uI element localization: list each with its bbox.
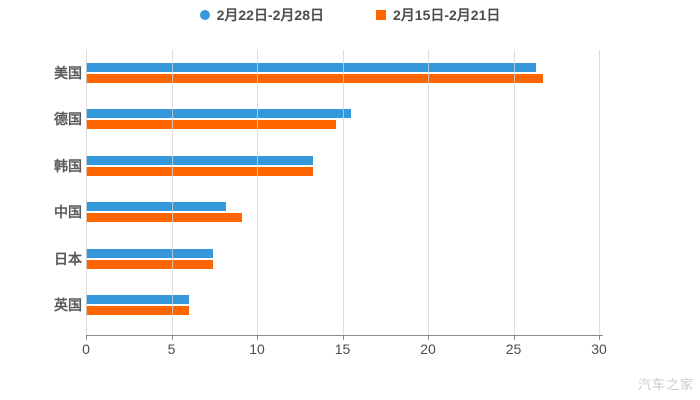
chart-legend: 2月22日-2月28日 2月15日-2月21日 bbox=[0, 5, 700, 25]
gridline-25 bbox=[513, 50, 515, 335]
category-label-1: 德国 bbox=[54, 111, 82, 128]
legend-circle-icon bbox=[199, 10, 210, 20]
x-tick-label-20: 20 bbox=[420, 341, 436, 357]
gridline-30 bbox=[599, 50, 600, 335]
x-axis-tick-15 bbox=[342, 336, 344, 340]
x-tick-label-10: 10 bbox=[249, 341, 265, 357]
legend-label: 2月22日-2月28日 bbox=[216, 7, 324, 23]
bar-日本-series2 bbox=[86, 259, 213, 269]
bar-美国-series2 bbox=[86, 74, 543, 83]
legend-item-1[interactable]: 2月15日-2月21日 bbox=[376, 5, 500, 25]
gridline-0 bbox=[86, 50, 87, 335]
gridline-10 bbox=[257, 50, 258, 335]
legend-item-0[interactable]: 2月22日-2月28日 bbox=[199, 5, 324, 25]
plot-area bbox=[86, 50, 600, 335]
x-axis-tick-5 bbox=[171, 336, 173, 340]
x-axis-tick-25 bbox=[513, 336, 515, 340]
gridline-20 bbox=[428, 50, 429, 335]
x-axis-tick-10 bbox=[257, 336, 258, 340]
bar-中国-series1 bbox=[86, 202, 227, 212]
gridline-15 bbox=[342, 50, 344, 335]
category-label-4: 日本 bbox=[54, 250, 82, 267]
gridline-5 bbox=[171, 50, 173, 335]
watermark: 汽车之家 bbox=[637, 377, 694, 392]
x-axis-tick-30 bbox=[599, 336, 600, 340]
bar-英国-series1 bbox=[86, 295, 189, 304]
bar-美国-series1 bbox=[86, 63, 536, 72]
bar-中国-series2 bbox=[86, 213, 242, 223]
x-axis-tick-0 bbox=[86, 336, 87, 340]
bar-韩国-series1 bbox=[86, 155, 314, 165]
x-tick-label-15: 15 bbox=[334, 341, 351, 357]
x-tick-label-25: 25 bbox=[505, 341, 522, 357]
x-tick-label-0: 0 bbox=[82, 341, 90, 357]
category-label-5: 英国 bbox=[54, 297, 82, 313]
bar-德国-series2 bbox=[86, 120, 336, 130]
category-label-3: 中国 bbox=[54, 204, 82, 221]
category-label-2: 韩国 bbox=[54, 157, 82, 174]
x-axis-line bbox=[86, 335, 603, 336]
bar-德国-series1 bbox=[86, 109, 352, 119]
x-axis-tick-20 bbox=[428, 336, 429, 340]
legend-label: 2月15日-2月21日 bbox=[393, 7, 501, 23]
x-tick-label-5: 5 bbox=[167, 341, 176, 357]
category-label-0: 美国 bbox=[54, 65, 82, 81]
bar-英国-series2 bbox=[86, 306, 189, 315]
x-tick-label-30: 30 bbox=[591, 341, 607, 357]
bar-韩国-series2 bbox=[86, 166, 314, 176]
legend-square-icon bbox=[376, 10, 386, 20]
bar-日本-series1 bbox=[86, 248, 213, 258]
